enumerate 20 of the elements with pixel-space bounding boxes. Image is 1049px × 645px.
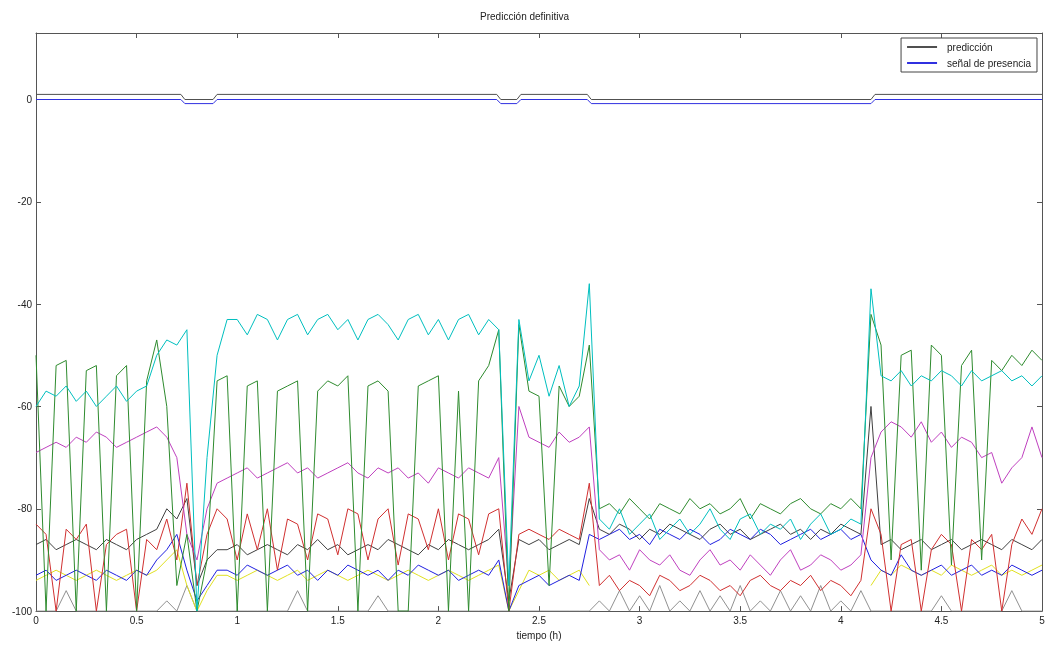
x-tick-label: 2 — [435, 614, 442, 626]
y-tick-label: -20 — [17, 196, 33, 208]
x-tick-label: 3 — [636, 614, 643, 626]
x-tick-label: 5 — [1039, 614, 1046, 626]
legend-label: predicción — [947, 41, 993, 53]
y-tick-label: -60 — [17, 400, 33, 412]
x-tick-label: 2.5 — [532, 614, 547, 626]
x-tick-label: 1.5 — [330, 614, 346, 626]
x-tick-label: 1 — [234, 614, 241, 626]
y-tick-label: -80 — [17, 503, 33, 515]
legend-label: señal de presencia — [947, 57, 1032, 69]
chart-title: Predicción definitiva — [480, 10, 570, 22]
y-tick-label: 0 — [26, 94, 33, 106]
y-tick-label: -40 — [17, 298, 33, 310]
y-tick-label: -100 — [11, 605, 33, 617]
x-tick-label: 4 — [838, 614, 845, 626]
x-tick-label: 4.5 — [934, 614, 949, 626]
x-tick-label: 3.5 — [733, 614, 748, 626]
x-tick-label: 0.5 — [129, 614, 144, 626]
x-axis-title: tiempo (h) — [516, 629, 562, 641]
